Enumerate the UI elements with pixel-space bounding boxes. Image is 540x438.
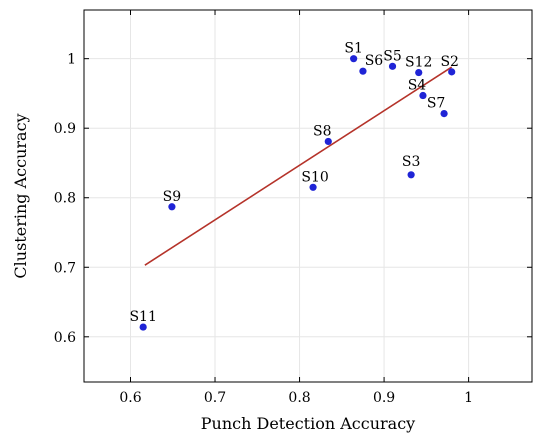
plot-frame (83, 9, 533, 383)
data-point-s5 (388, 62, 397, 70)
point-label-s3: S3 (402, 154, 421, 170)
data-point-s8 (324, 137, 332, 146)
point-label-s2: S2 (440, 54, 459, 70)
data-point-s11 (139, 323, 147, 331)
x-tick-label: 0.6 (119, 390, 141, 406)
y-tick-label: 0.9 (54, 121, 76, 137)
x-tick-label: 1 (464, 390, 473, 406)
point-label-s11: S11 (129, 309, 156, 325)
x-tick-label: 0.8 (288, 390, 310, 406)
ticks: 0.6 0.7 0.8 0.9 1 0.6 0.7 0.8 0.9 1 (54, 10, 532, 406)
trend-line (144, 66, 453, 266)
data-point-s4 (419, 91, 427, 100)
x-tick-label: 0.9 (373, 390, 395, 406)
point-label-s7: S7 (427, 96, 446, 112)
data-point-s2 (448, 68, 456, 76)
data-point-s3 (407, 171, 415, 179)
trend-layer (144, 66, 453, 266)
x-axis-label: Punch Detection Accuracy (201, 414, 415, 433)
y-tick-label: 1 (67, 52, 76, 68)
point-label-s12: S12 (405, 55, 432, 71)
y-axis-label: Clustering Accuracy (11, 113, 30, 278)
y-tick-label: 0.8 (54, 191, 76, 207)
point-label-s1: S1 (344, 41, 363, 57)
data-point-s6 (359, 67, 367, 75)
point-label-s8: S8 (313, 123, 332, 139)
point-label-s10: S10 (301, 169, 328, 185)
y-tick-label: 0.6 (54, 330, 76, 346)
point-label-s4: S4 (408, 78, 427, 94)
point-label-s5: S5 (383, 48, 402, 64)
y-tick-label: 0.7 (54, 260, 76, 276)
data-point-s1 (350, 55, 358, 63)
point-label-s6: S6 (365, 53, 384, 69)
points-layer (139, 55, 456, 331)
data-point-s9 (168, 203, 176, 211)
grid (84, 10, 532, 382)
data-point-s7 (440, 110, 448, 118)
data-point-s10 (309, 183, 317, 191)
x-tick-label: 0.7 (204, 390, 226, 406)
data-point-s12 (415, 68, 423, 77)
point-label-s9: S9 (163, 189, 182, 205)
